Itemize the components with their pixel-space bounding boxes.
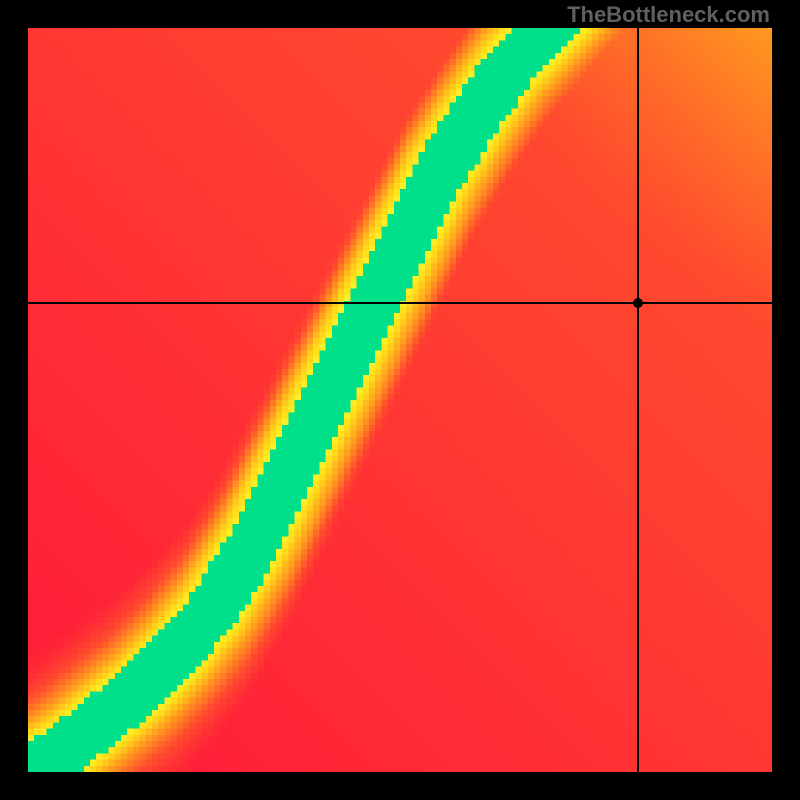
chart-page: { "watermark": { "text": "TheBottleneck.… [0, 0, 800, 800]
plot-area [28, 28, 772, 772]
watermark-text: TheBottleneck.com [567, 2, 770, 28]
crosshair-horizontal [28, 302, 772, 304]
heatmap-canvas [28, 28, 772, 772]
crosshair-vertical [637, 28, 639, 772]
